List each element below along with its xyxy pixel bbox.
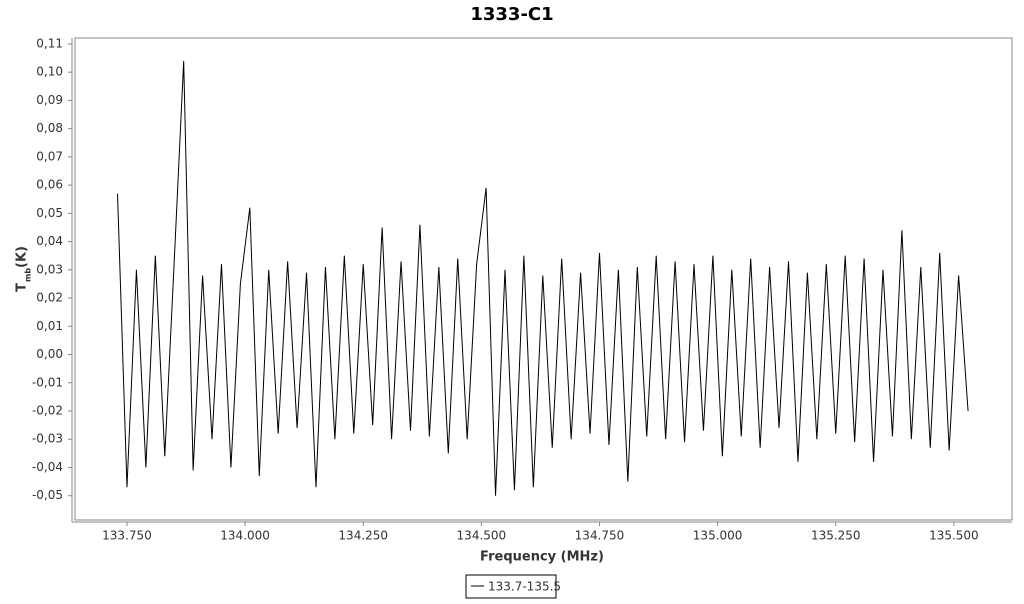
x-tick-label: 135.500 — [929, 529, 979, 543]
y-tick-label: -0,03 — [32, 432, 63, 446]
legend-box — [465, 574, 557, 599]
y-tick-label: 0,05 — [36, 206, 63, 220]
x-tick-label: 134.750 — [575, 529, 625, 543]
x-tick-label: 135.000 — [693, 529, 743, 543]
y-tick-label: -0,04 — [32, 460, 63, 474]
series-line — [117, 60, 969, 496]
x-tick-label: 134.250 — [338, 529, 388, 543]
y-tick-label: -0,02 — [32, 404, 63, 418]
y-tick-label: -0,05 — [32, 488, 63, 502]
y-tick-label: 0,07 — [36, 149, 63, 163]
x-tick-label: 135.250 — [811, 529, 861, 543]
y-tick-label: 0,08 — [36, 121, 63, 135]
x-tick-label: 134.000 — [220, 529, 270, 543]
y-tick-label: 0,02 — [36, 291, 63, 305]
y-tick-label: 0,06 — [36, 178, 63, 192]
plot-frame — [74, 37, 1013, 521]
y-label-sub: mb — [24, 268, 33, 282]
y-axis-label: T mb (K) — [15, 246, 33, 292]
legend-label: 133.7-135.5 — [488, 580, 561, 594]
y-tick-label: -0,01 — [32, 375, 63, 389]
x-tick-label: 133.750 — [102, 529, 152, 543]
y-label-main: T — [15, 283, 30, 292]
chart-title: 1333-C1 — [470, 4, 553, 25]
y-tick-label: 0,00 — [36, 347, 63, 361]
y-tick-label: 0,11 — [36, 36, 63, 50]
x-tick-label: 134.500 — [457, 529, 507, 543]
x-axis-label: Frequency (MHz) — [480, 550, 604, 565]
y-tick-label: 0,10 — [36, 65, 63, 79]
y-label-unit: (K) — [15, 246, 30, 268]
y-tick-label: 0,01 — [36, 319, 63, 333]
y-tick-label: 0,04 — [36, 234, 63, 248]
y-tick-label: 0,03 — [36, 262, 63, 276]
y-tick-label: 0,09 — [36, 93, 63, 107]
